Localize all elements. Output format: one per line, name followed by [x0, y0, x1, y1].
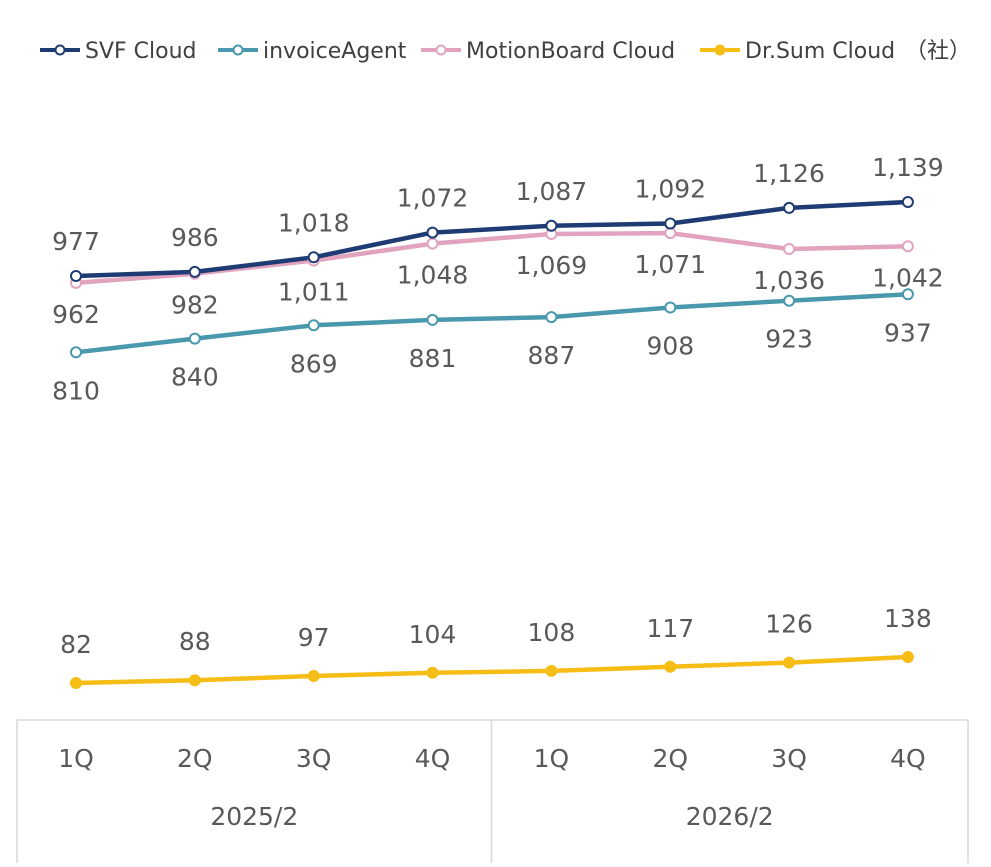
data-label-motionboard-cloud-2: 982 [171, 291, 219, 320]
data-label-motionboard-cloud-5: 1,069 [516, 251, 588, 280]
data-label-dr-sum-cloud-7: 126 [765, 610, 813, 639]
legend-marker-svf-cloud [54, 44, 66, 56]
point-dr-sum-cloud-2 [188, 674, 201, 687]
data-label-dr-sum-cloud-5: 108 [528, 618, 576, 647]
x-tick-label-3: 3Q [296, 744, 332, 773]
series-line-dr-sum-cloud [73, 654, 911, 686]
data-label-motionboard-cloud-3: 1,011 [278, 278, 350, 307]
legend: SVF Cloud invoiceAgent MotionBoard Cloud Dr… [40, 39, 895, 64]
legend-marker-invoiceagent [232, 44, 244, 56]
point-dr-sum-cloud-3 [307, 670, 320, 682]
point-invoiceagent-5 [545, 311, 558, 324]
series-line-invoiceagent [73, 292, 911, 355]
x-tick-label-8: 4Q [890, 744, 926, 773]
point-dr-sum-cloud-5 [545, 664, 558, 677]
legend-label-invoiceagent: invoiceAgent [263, 39, 407, 64]
data-label-svf-cloud-6: 1,092 [635, 175, 707, 204]
point-invoiceagent-3 [307, 319, 320, 332]
data-label-invoiceagent-1: 810 [52, 376, 100, 405]
point-invoiceagent-8 [901, 288, 914, 301]
point-dr-sum-cloud-6 [664, 660, 677, 673]
data-label-svf-cloud-4: 1,072 [397, 184, 469, 213]
data-label-svf-cloud-3: 1,018 [278, 208, 350, 237]
unit-label: （社） [905, 39, 971, 64]
legend-label-svf-cloud: SVF Cloud [85, 39, 197, 64]
x-tick-label-5: 1Q [534, 744, 570, 773]
data-label-motionboard-cloud-6: 1,071 [635, 250, 707, 279]
point-svf-cloud-7 [783, 201, 796, 214]
data-label-invoiceagent-5: 887 [528, 341, 576, 370]
x-axis: 1Q 2Q 3Q 4Q 1Q 2Q 3Q 4Q 2025/2 2026/2 [16, 719, 969, 863]
data-label-motionboard-cloud-1: 962 [52, 300, 100, 329]
point-svf-cloud-6 [664, 217, 677, 230]
data-label-invoiceagent-6: 908 [646, 332, 694, 361]
point-invoiceagent-6 [664, 301, 677, 314]
data-label-svf-cloud-7: 1,126 [753, 159, 825, 188]
series-line-svf-cloud [73, 199, 911, 279]
data-label-motionboard-cloud-4: 1,048 [397, 261, 469, 290]
x-group-label-1: 2025/2 [210, 802, 298, 831]
point-motionboard-cloud-4 [426, 237, 439, 250]
point-motionboard-cloud-8 [901, 240, 914, 253]
x-tick-label-4: 4Q [415, 744, 451, 773]
data-label-svf-cloud-2: 986 [171, 223, 219, 252]
point-invoiceagent-2 [188, 332, 201, 345]
point-svf-cloud-2 [188, 265, 201, 278]
point-svf-cloud-8 [901, 196, 914, 208]
point-invoiceagent-1 [70, 346, 82, 359]
point-invoiceagent-7 [783, 294, 796, 307]
data-label-dr-sum-cloud-8: 138 [884, 604, 932, 633]
series-lines [73, 199, 911, 686]
point-dr-sum-cloud-7 [783, 656, 796, 669]
data-label-svf-cloud-5: 1,087 [516, 177, 588, 206]
data-label-dr-sum-cloud-6: 117 [646, 614, 694, 643]
point-invoiceagent-4 [426, 313, 439, 326]
data-label-svf-cloud-8: 1,139 [872, 153, 944, 182]
data-label-invoiceagent-2: 840 [171, 363, 219, 392]
x-group-label-2: 2026/2 [686, 802, 774, 831]
legend-marker-dr-sum-cloud [714, 44, 726, 56]
point-dr-sum-cloud-4 [426, 666, 439, 679]
legend-marker-motionboard-cloud [435, 44, 447, 56]
point-svf-cloud-3 [307, 251, 320, 264]
x-tick-label-2: 2Q [177, 744, 213, 773]
point-motionboard-cloud-7 [783, 243, 796, 255]
legend-label-motionboard-cloud: MotionBoard Cloud [466, 39, 675, 64]
x-tick-label-1: 1Q [58, 744, 94, 773]
data-labels: 977 986 1,018 1,072 1,087 1,092 1,126 1,139 810 8… [52, 153, 944, 659]
data-label-invoiceagent-4: 881 [409, 344, 457, 373]
point-svf-cloud-4 [426, 226, 439, 239]
point-dr-sum-cloud-1 [70, 677, 82, 689]
data-label-motionboard-cloud-7: 1,036 [753, 266, 825, 295]
point-svf-cloud-1 [70, 270, 82, 282]
data-label-invoiceagent-3: 869 [290, 349, 338, 378]
data-label-invoiceagent-7: 923 [765, 325, 813, 354]
data-label-dr-sum-cloud-1: 82 [60, 630, 92, 659]
point-motionboard-cloud-6 [664, 227, 677, 240]
x-tick-label-7: 3Q [771, 744, 807, 773]
data-label-dr-sum-cloud-2: 88 [179, 627, 211, 656]
data-label-dr-sum-cloud-4: 104 [409, 620, 457, 649]
data-label-invoiceagent-8: 937 [884, 318, 932, 347]
data-label-motionboard-cloud-8: 1,042 [872, 263, 944, 292]
data-label-svf-cloud-1: 977 [52, 227, 100, 256]
data-label-dr-sum-cloud-3: 97 [298, 623, 330, 652]
legend-label-dr-sum-cloud: Dr.Sum Cloud [745, 39, 895, 64]
series-markers [70, 196, 914, 689]
point-svf-cloud-5 [545, 219, 558, 232]
point-dr-sum-cloud-8 [901, 651, 914, 663]
x-tick-label-6: 2Q [653, 744, 689, 773]
